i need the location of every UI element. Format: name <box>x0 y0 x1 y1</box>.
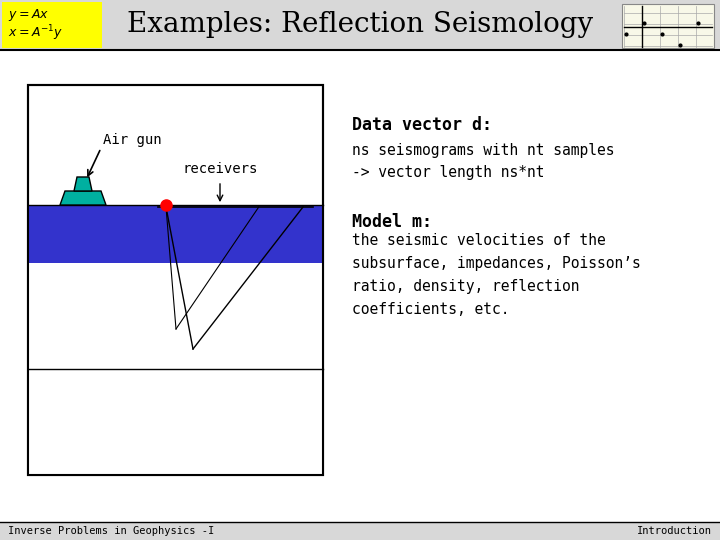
Text: -> vector length ns*nt: -> vector length ns*nt <box>352 165 544 179</box>
Bar <box>2 2 102 48</box>
Text: Air gun: Air gun <box>103 133 161 147</box>
Text: Introduction: Introduction <box>637 526 712 536</box>
Text: Examples: Reflection Seismology: Examples: Reflection Seismology <box>127 11 593 38</box>
Text: the seismic velocities of the
subsurface, impedances, Poisson’s
ratio, density, : the seismic velocities of the subsurface… <box>352 233 641 316</box>
Polygon shape <box>60 191 106 205</box>
Text: $x = A^{-1}y$: $x = A^{-1}y$ <box>8 23 63 43</box>
Polygon shape <box>74 177 92 191</box>
Bar <box>28 85 323 475</box>
Bar <box>622 4 714 48</box>
Text: receivers: receivers <box>182 162 258 176</box>
Bar <box>28 85 323 475</box>
Bar <box>28 263 323 475</box>
Text: Model m:: Model m: <box>352 213 432 231</box>
Text: Data vector d:: Data vector d: <box>352 116 492 134</box>
Bar <box>0 0 720 50</box>
Text: Inverse Problems in Geophysics -I: Inverse Problems in Geophysics -I <box>8 526 215 536</box>
Bar <box>0 522 720 540</box>
Text: ns seismograms with nt samples: ns seismograms with nt samples <box>352 143 614 158</box>
Text: $y = Ax$: $y = Ax$ <box>8 7 49 23</box>
Bar <box>28 205 323 263</box>
